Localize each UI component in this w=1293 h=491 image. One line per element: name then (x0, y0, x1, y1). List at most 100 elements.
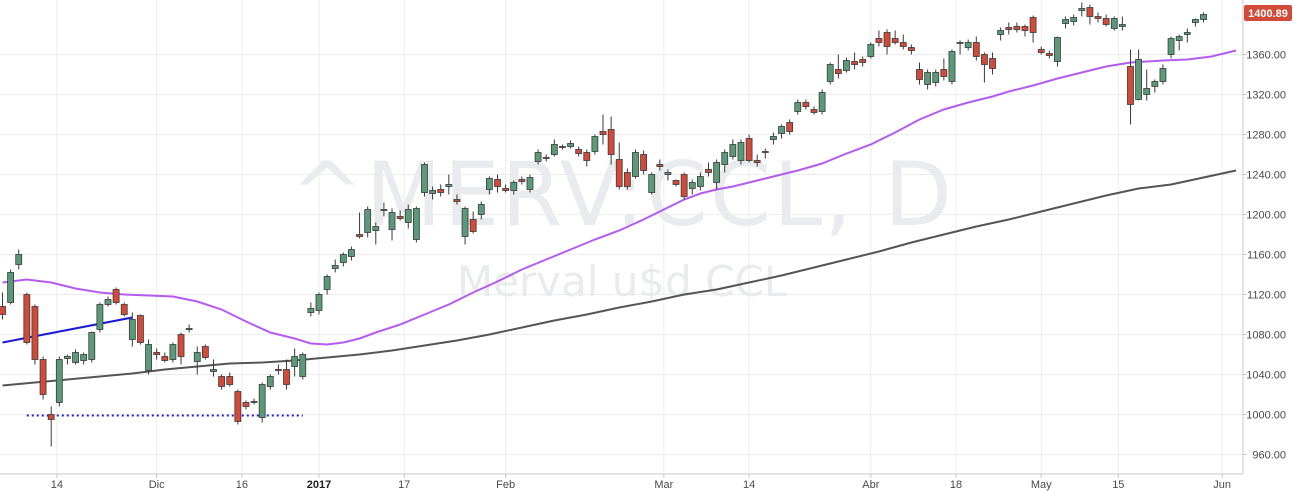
candle-up (266, 374, 274, 390)
candle-down (899, 34, 907, 50)
candle-body (859, 59, 867, 63)
candle-body (242, 402, 250, 407)
candle-body (964, 42, 972, 48)
candle-body (145, 344, 152, 371)
candle-body (745, 138, 753, 161)
watermark-symbol: ^MERV:CCL, D (290, 143, 954, 246)
time-tick-label: Jun (1213, 479, 1231, 491)
candle-down (623, 168, 631, 190)
candle-body (137, 315, 144, 343)
price-tick-label: 1280.00 (1246, 130, 1286, 142)
candle-up (258, 382, 266, 423)
candle-body (80, 354, 88, 361)
candle-up (96, 302, 104, 333)
candle-body (1045, 53, 1053, 56)
candle-up (429, 186, 436, 200)
last-price-tag-bg (1244, 5, 1292, 21)
candle-body (680, 174, 688, 197)
candle-up (291, 348, 299, 377)
candle-down (1005, 22, 1013, 35)
candle-body (810, 109, 818, 113)
candle-body (1127, 66, 1134, 105)
candle-up (1175, 34, 1183, 51)
candle-body (201, 346, 209, 358)
candle-body (705, 169, 712, 173)
trend-line (2, 316, 133, 344)
candle-body (534, 152, 542, 162)
candle-down (542, 154, 550, 162)
candle-up (388, 208, 396, 241)
candle-down (810, 106, 818, 115)
candle-up (307, 302, 315, 317)
candle-up (1200, 12, 1207, 23)
candle-body (469, 219, 477, 232)
candle-body (331, 265, 339, 269)
candle-body (218, 376, 226, 387)
candle-body (891, 38, 899, 43)
candle-body (104, 299, 112, 305)
candle-up (761, 148, 769, 159)
candle-up (364, 206, 372, 238)
candle-up (794, 99, 802, 115)
time-tick-label: 14 (51, 479, 63, 491)
candle-down (234, 389, 242, 425)
price-axis[interactable]: 960.00 1000.00 1040.00 1080.00 1120.00 1160.0… (1243, 50, 1286, 462)
candle-body (899, 42, 907, 47)
candle-body (948, 51, 956, 82)
candle-body (802, 102, 810, 107)
candle-body (1167, 38, 1175, 55)
candle-body (1143, 88, 1151, 95)
price-tick-label: 1080.00 (1246, 330, 1286, 342)
candle-up (169, 342, 177, 363)
candle-body (794, 102, 802, 112)
price-tick-label: 1240.00 (1246, 170, 1286, 182)
candle-down (989, 52, 996, 75)
candle-up (591, 134, 599, 155)
candle-body (445, 184, 453, 187)
candle-down (1086, 4, 1094, 25)
candle-up (1078, 2, 1086, 17)
candle-body (193, 352, 201, 362)
candle-body (0, 306, 6, 315)
candle-up (88, 331, 96, 363)
candle-down (1094, 12, 1102, 23)
candle-up (72, 349, 79, 365)
candle-up (64, 354, 71, 365)
candle-body (559, 146, 566, 148)
price-tick-label: 1120.00 (1247, 290, 1286, 302)
candle-up (1110, 16, 1118, 31)
time-tick-label: Dic (149, 479, 165, 491)
candle-down (705, 162, 712, 177)
candle-down (883, 29, 891, 55)
candle-up (485, 176, 493, 195)
candle-down (494, 174, 501, 193)
candle-up (526, 174, 534, 193)
candle-body (372, 226, 380, 231)
candle-up (1192, 18, 1199, 27)
price-tick-label: 1360.00 (1246, 50, 1286, 62)
candle-body (1005, 27, 1013, 30)
candle-body (550, 144, 558, 155)
time-axis[interactable]: 14 Dic 16 2017 17 Feb Mar 14 Abr 18 May 15 Jun (51, 474, 1231, 491)
candle-down (396, 210, 404, 221)
time-tick-label: 14 (743, 479, 755, 491)
candle-down (940, 58, 948, 81)
candle-up (924, 69, 932, 90)
candle-up (713, 159, 721, 190)
candle-body (120, 304, 128, 315)
candle-down (981, 52, 988, 83)
candle-body (875, 38, 883, 43)
candle-body (567, 143, 574, 147)
candle-body (924, 72, 932, 85)
candle-body (307, 308, 315, 313)
candle-body (315, 294, 323, 311)
candle-down (615, 142, 623, 190)
candle-body (226, 376, 234, 385)
candle-body (981, 54, 988, 65)
candle-body (47, 414, 55, 420)
candle-body (494, 179, 501, 187)
candle-body (502, 188, 510, 191)
candle-body (153, 352, 161, 355)
candle-body (477, 204, 485, 215)
